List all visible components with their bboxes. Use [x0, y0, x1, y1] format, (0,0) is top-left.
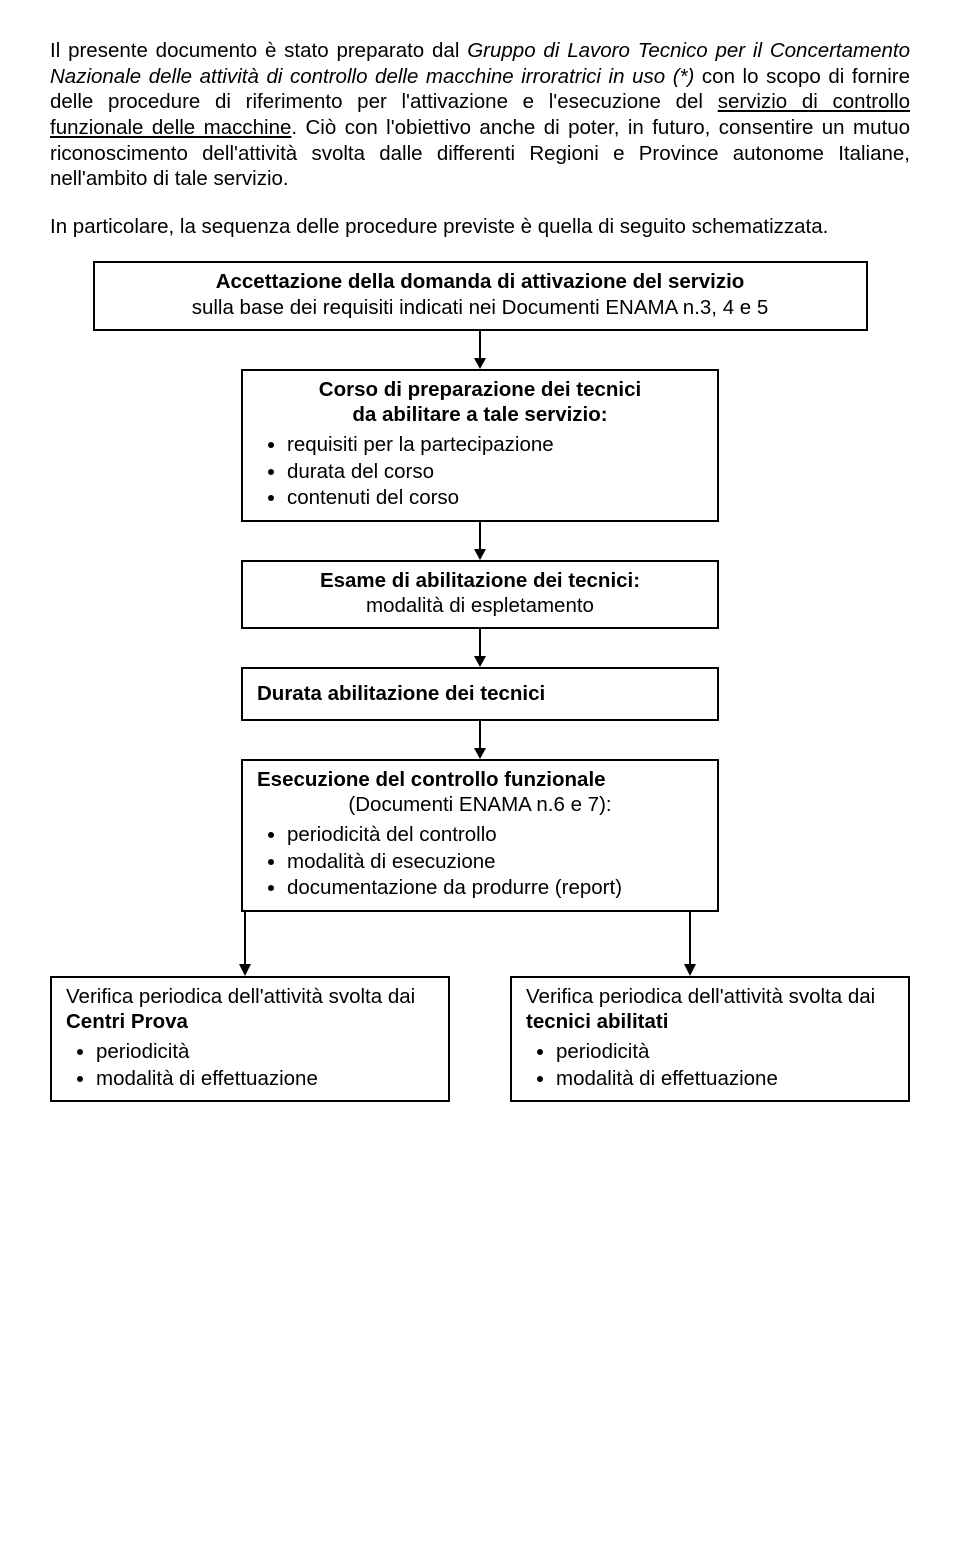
intro-paragraph-1: Il presente documento è stato preparato … [50, 38, 910, 192]
box-corso: Corso di preparazione dei tecnici da abi… [241, 369, 719, 522]
box-esecuzione: Esecuzione del controllo funzionale (Doc… [241, 759, 719, 912]
box2-title-l2: da abilitare a tale servizio: [257, 402, 703, 428]
list-item: periodicità [96, 1039, 434, 1066]
list-item: modalità di effettuazione [96, 1066, 434, 1093]
list-item: modalità di esecuzione [287, 849, 703, 876]
box5-title: Esecuzione del controllo funzionale [257, 767, 703, 793]
intro-paragraph-2: In particolare, la sequenza delle proced… [50, 214, 910, 240]
list-item: modalità di effettuazione [556, 1066, 894, 1093]
box4-title: Durata abilitazione dei tecnici [257, 681, 703, 707]
list-item: periodicità del controllo [287, 822, 703, 849]
box-esame: Esame di abilitazione dei tecnici: modal… [241, 560, 719, 629]
box1-sub: sulla base dei requisiti indicati nei Do… [109, 295, 852, 321]
list-item: contenuti del corso [287, 485, 703, 512]
bottom-row: Verifica periodica dell'attività svolta … [50, 976, 910, 1103]
arrow-3 [50, 629, 910, 667]
box3-sub: modalità di espletamento [257, 593, 703, 619]
arrow-2 [50, 522, 910, 560]
box7-text: Verifica periodica dell'attività svolta … [526, 984, 894, 1035]
list-item: durata del corso [287, 459, 703, 486]
list-item: requisiti per la partecipazione [287, 432, 703, 459]
box6-bullets: periodicitàmodalità di effettuazione [66, 1039, 434, 1092]
box6-text: Verifica periodica dell'attività svolta … [66, 984, 434, 1035]
box5-bullets: periodicità del controllomodalità di ese… [257, 822, 703, 902]
list-item: documentazione da produrre (report) [287, 875, 703, 902]
box-verifica-tecnici: Verifica periodica dell'attività svolta … [510, 976, 910, 1103]
box5-sub: (Documenti ENAMA n.6 e 7): [257, 792, 703, 818]
list-item: periodicità [556, 1039, 894, 1066]
arrow-4 [50, 721, 910, 759]
split-arrows [50, 912, 910, 976]
box7-bullets: periodicitàmodalità di effettuazione [526, 1039, 894, 1092]
box1-title: Accettazione della domanda di attivazion… [109, 269, 852, 295]
arrow-1 [50, 331, 910, 369]
box-accettazione: Accettazione della domanda di attivazion… [93, 261, 868, 330]
box3-title: Esame di abilitazione dei tecnici: [257, 568, 703, 594]
box-durata: Durata abilitazione dei tecnici [241, 667, 719, 721]
procedure-diagram: Accettazione della domanda di attivazion… [50, 261, 910, 1102]
box2-title-l1: Corso di preparazione dei tecnici [257, 377, 703, 403]
box2-bullets: requisiti per la partecipazionedurata de… [257, 432, 703, 512]
box-verifica-centri: Verifica periodica dell'attività svolta … [50, 976, 450, 1103]
